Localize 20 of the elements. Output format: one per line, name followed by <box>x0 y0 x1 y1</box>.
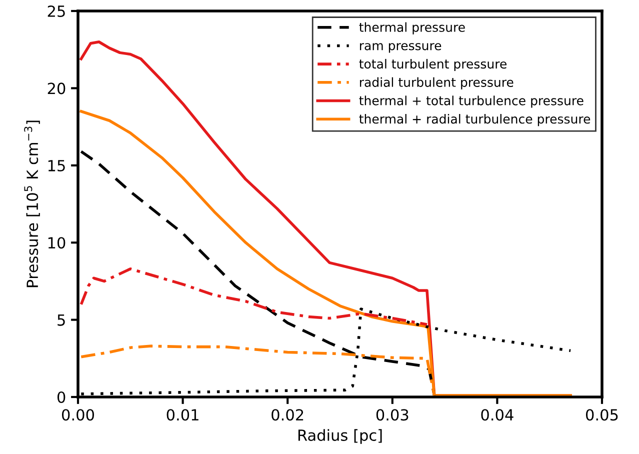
y-axis-title: Pressure [10$^{5}$ K cm$^{−3}$] <box>24 120 40 288</box>
x-tick-label: 0.02 <box>272 409 304 421</box>
legend-label: thermal + radial turbulence pressure <box>359 114 590 126</box>
x-axis-title: Radius [pc] <box>298 429 382 444</box>
y-tick-label: 25 <box>48 5 65 18</box>
y-tick-label: 5 <box>58 314 65 326</box>
legend-label: thermal pressure <box>359 22 465 34</box>
legend-label: thermal + total turbulence pressure <box>359 96 584 108</box>
x-tick-label: 0.01 <box>166 409 198 421</box>
x-tick-label: 0.04 <box>481 409 514 421</box>
y-tick-label: 20 <box>48 82 66 94</box>
y-tick-label: 0 <box>57 391 66 404</box>
legend-label: radial turbulent pressure <box>360 77 514 90</box>
y-tick-label: 15 <box>48 160 65 172</box>
x-tick-label: 0.00 <box>62 409 94 421</box>
y-tick-label: 10 <box>48 237 66 249</box>
x-tick-label: 0.05 <box>586 409 618 421</box>
legend-label: ram pressure <box>360 43 442 53</box>
legend-label: total turbulent pressure <box>359 58 507 72</box>
x-tick-label: 0.03 <box>376 409 408 421</box>
